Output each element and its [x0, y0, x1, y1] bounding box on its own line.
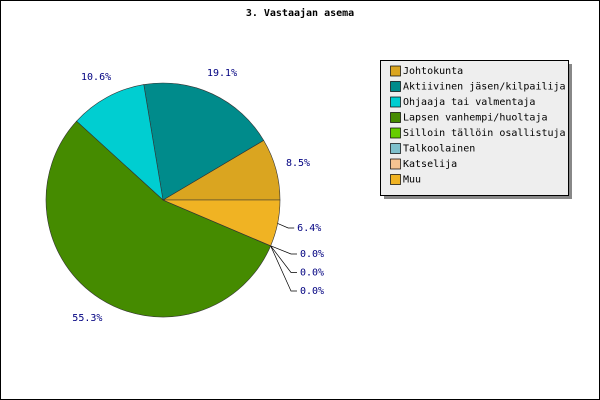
legend-swatch — [390, 112, 401, 123]
legend-box — [380, 60, 569, 196]
legend-label: Talkoolainen — [403, 144, 475, 155]
legend-swatch — [390, 158, 401, 170]
legend-swatch — [390, 143, 401, 154]
value-label: 10.6% — [81, 72, 111, 83]
legend-label: Silloin tällöin osallistuja — [403, 128, 566, 139]
leader-line — [270, 245, 297, 273]
legend-swatch — [390, 127, 401, 139]
legend-label: Katselija — [403, 159, 457, 170]
pie-slice — [76, 84, 164, 201]
chart-title: 3. Vastaajan asema — [246, 7, 354, 19]
leader-line — [270, 245, 297, 292]
pie-slice — [45, 120, 272, 318]
value-label: 0.0% — [300, 268, 324, 279]
legend-label: Muu — [403, 175, 421, 186]
legend-label: Johtokunta — [403, 66, 463, 77]
value-label: 55.3% — [72, 313, 102, 324]
leader-line — [277, 223, 295, 229]
legend-swatch — [390, 81, 401, 92]
legend-swatch — [390, 96, 401, 108]
value-label: 0.0% — [300, 249, 324, 260]
leader-line — [270, 245, 297, 255]
pie-slice — [143, 82, 265, 201]
value-label: 0.0% — [300, 286, 324, 297]
value-label: 6.4% — [297, 223, 321, 234]
legend-swatch — [390, 174, 401, 185]
legend-label: Aktiivinen jäsen/kilpailija — [403, 82, 566, 93]
value-label: 19.1% — [207, 68, 237, 79]
legend-swatch — [390, 65, 401, 77]
value-label: 8.5% — [286, 158, 310, 169]
legend-label: Lapsen vanhempi/huoltaja — [403, 113, 548, 124]
legend-label: Ohjaaja tai valmentaja — [403, 97, 535, 108]
